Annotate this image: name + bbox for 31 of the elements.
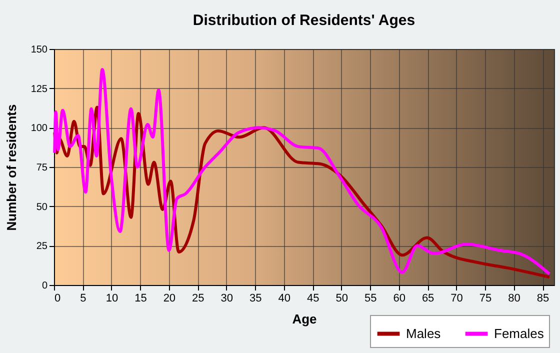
x-tick-label: 60: [393, 292, 406, 304]
x-tick-label: 65: [422, 292, 434, 304]
y-tick-label: 0: [42, 280, 48, 292]
x-tick-label: 20: [163, 292, 176, 304]
x-tick-label: 10: [106, 292, 118, 304]
y-tick-label: 150: [30, 44, 48, 56]
x-tick-label: 40: [278, 292, 291, 304]
x-tick-label: 45: [306, 292, 320, 304]
x-tick-label: 75: [479, 292, 492, 304]
x-tick-label: 25: [192, 292, 204, 304]
x-tick-label: 5: [80, 292, 86, 304]
y-tick-label: 100: [30, 123, 48, 134]
x-tick-label: 70: [450, 292, 463, 304]
x-tick-label: 85: [536, 292, 550, 304]
x-tick-label: 55: [364, 292, 377, 304]
x-tick-label: 0: [54, 292, 61, 304]
y-tick-label: 75: [36, 162, 48, 174]
legend-label: Females: [494, 326, 544, 341]
y-tick-label: 25: [36, 241, 48, 252]
legend-label: Males: [406, 326, 442, 341]
chart-title: Distribution of Residents' Ages: [192, 12, 416, 29]
y-tick-label: 50: [36, 202, 48, 213]
x-tick-label: 50: [336, 292, 348, 304]
x-tick-label: 30: [220, 292, 234, 304]
x-axis-title: Age: [292, 312, 317, 326]
x-tick-label: 15: [134, 292, 147, 304]
x-tick-label: 80: [508, 292, 520, 304]
line-series: [53, 68, 551, 276]
y-tick-label: 125: [30, 84, 48, 95]
x-tick-label: 35: [250, 292, 262, 304]
y-axis-title: Number of residents: [4, 104, 19, 231]
